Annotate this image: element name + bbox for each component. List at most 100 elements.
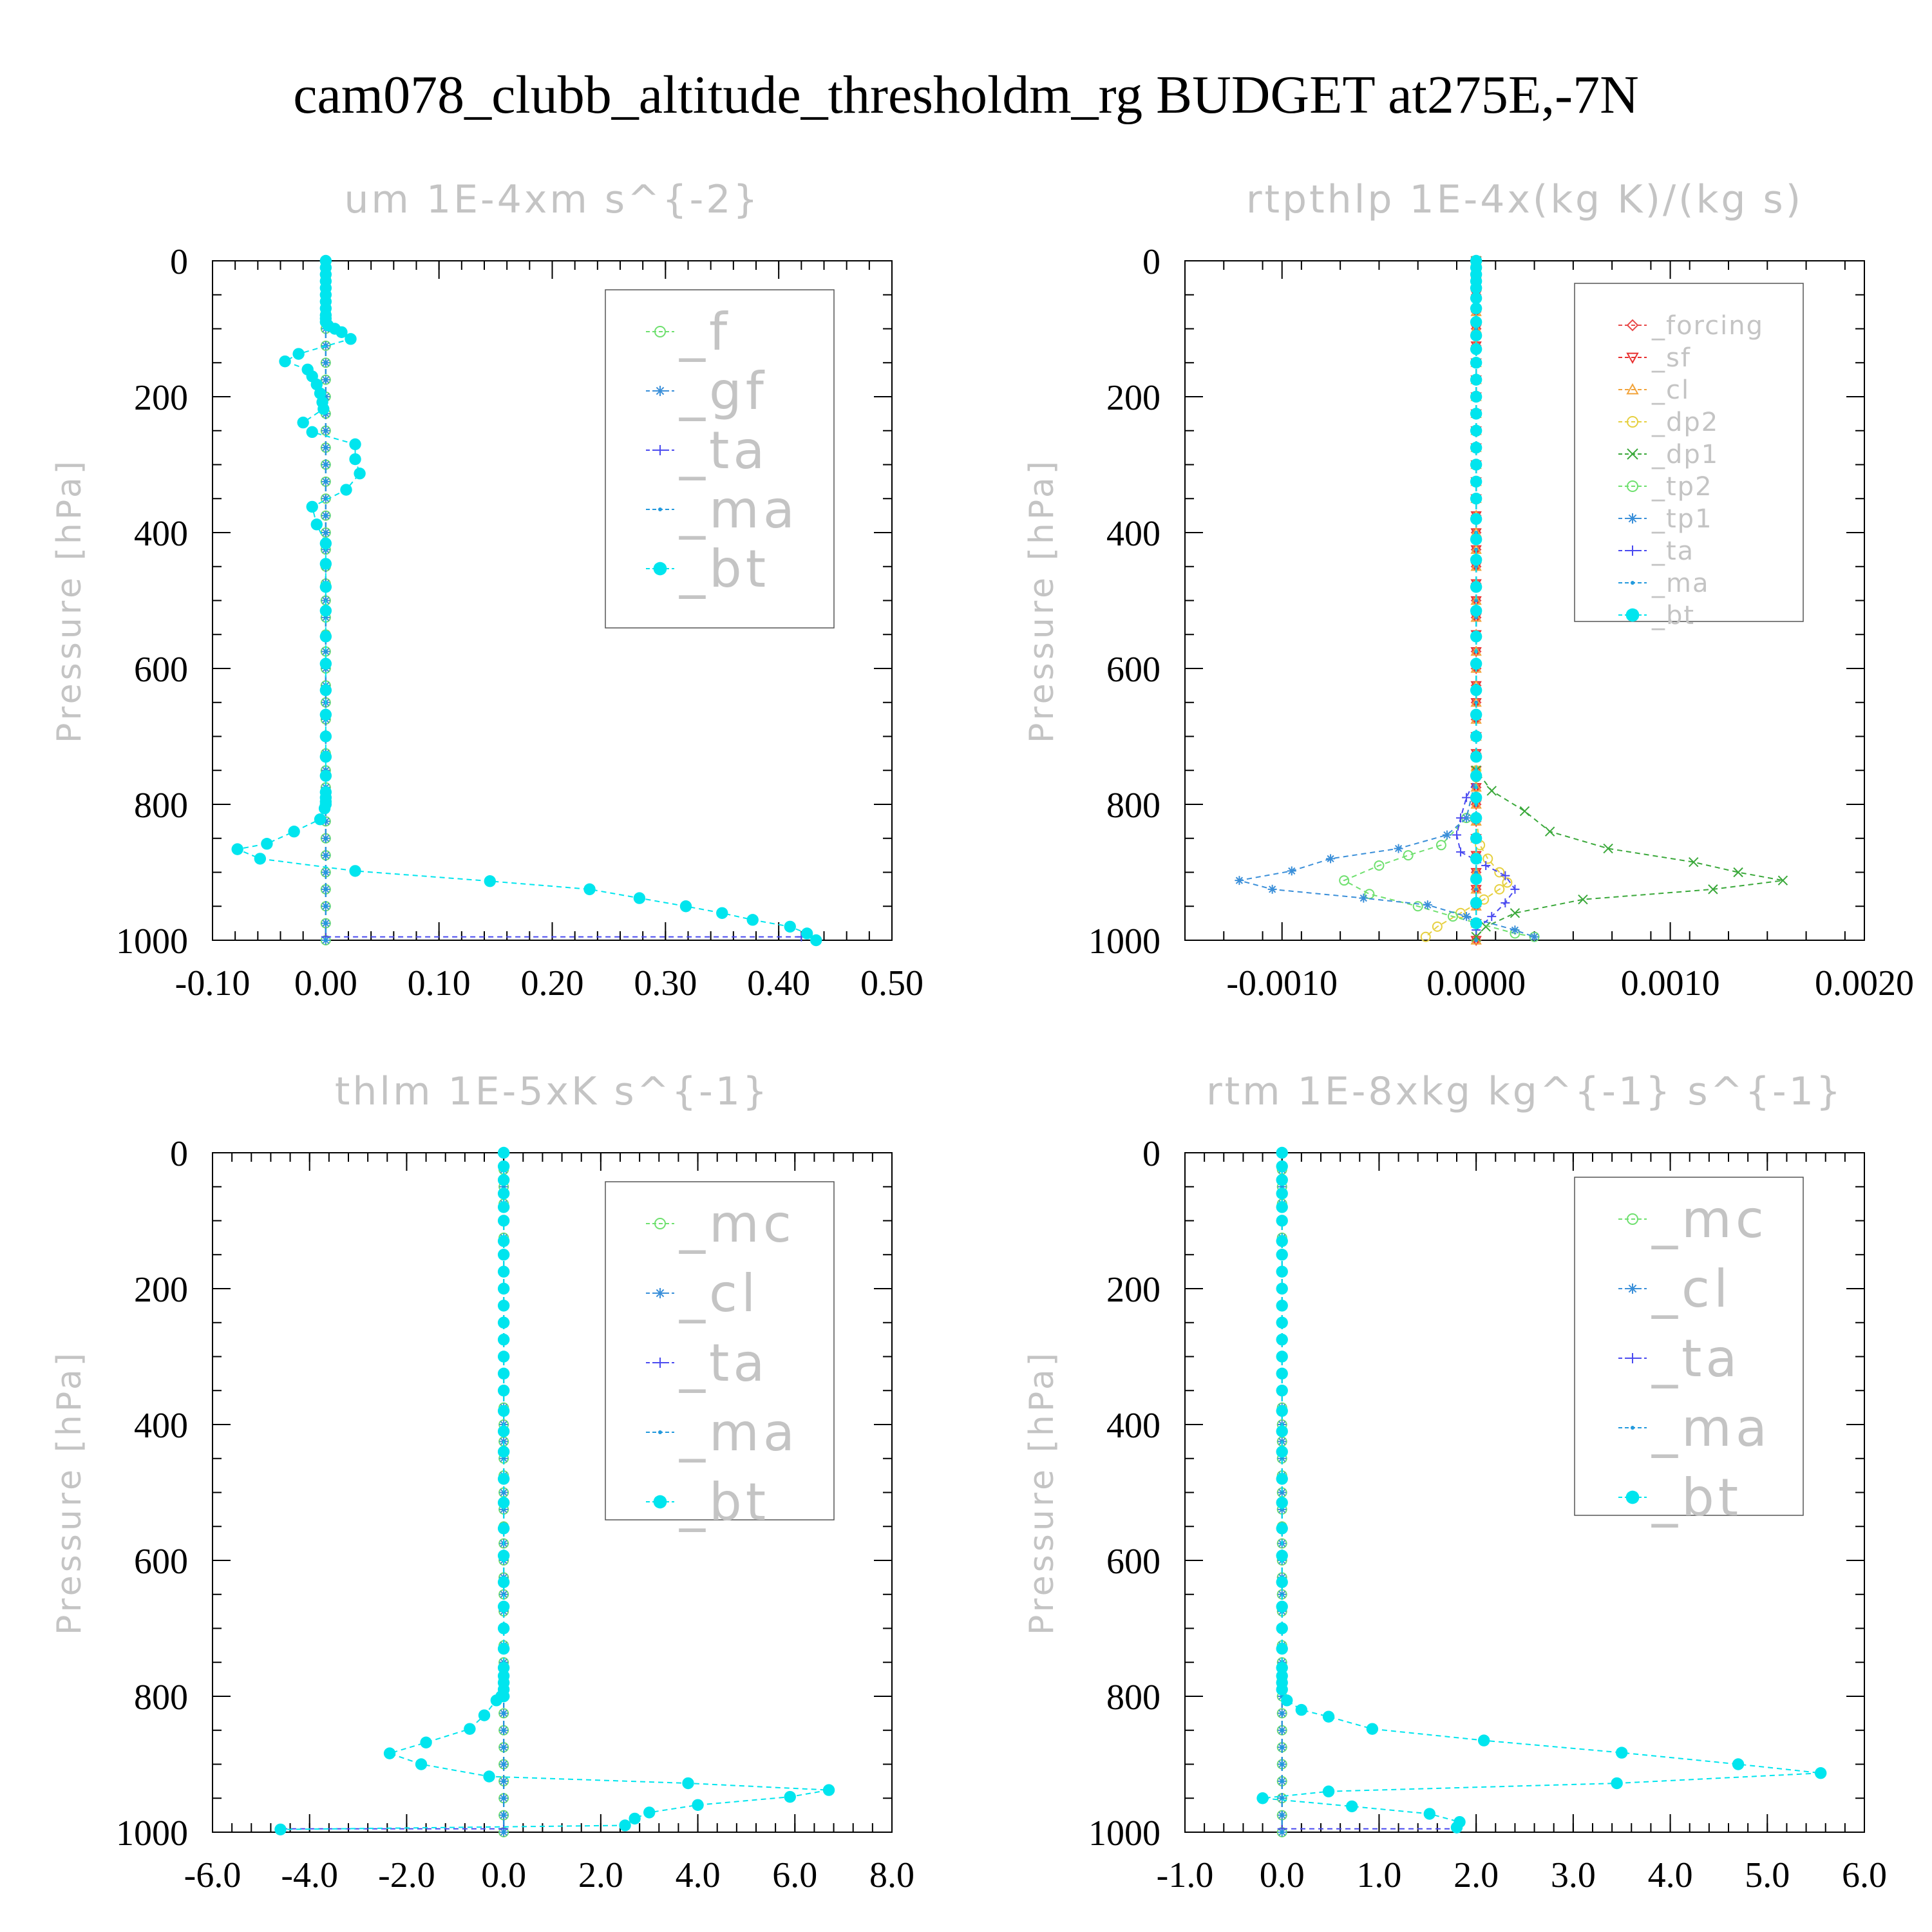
series_bt-point	[497, 1522, 510, 1535]
series_bt-point	[1470, 374, 1482, 386]
series_dp1-point-shape	[1578, 894, 1588, 905]
series_bt-point-shape	[340, 484, 352, 496]
series_bt-point-shape	[1276, 1446, 1288, 1458]
series_dp2-point	[1502, 877, 1513, 888]
x-tick-label: 0.0	[1260, 1855, 1305, 1895]
series_bt-point-shape	[1470, 581, 1482, 593]
series_ma-point	[1474, 938, 1479, 942]
series_bt-point	[1276, 1425, 1288, 1437]
legend-marker-shape	[1626, 383, 1639, 395]
series_dp1-point	[1471, 932, 1481, 942]
series_bt-point	[319, 558, 332, 570]
legend-label: _ma	[679, 480, 799, 540]
series_dp1-point	[1519, 806, 1530, 817]
legend-entry: _bt	[646, 1472, 766, 1532]
series_bt-point	[1470, 493, 1482, 505]
series_bt-point	[1470, 630, 1482, 643]
series_bt-point-shape	[1470, 708, 1482, 721]
series_ta-point	[1501, 871, 1510, 880]
series_ma-point	[323, 361, 328, 365]
series_bt-point	[1276, 1333, 1288, 1346]
series_bt-point	[497, 1405, 510, 1417]
x-tick-label: 6.0	[772, 1855, 817, 1895]
series_bt-point-shape	[1470, 896, 1482, 909]
series_ma-point	[323, 853, 328, 858]
series_dp1-point	[1481, 922, 1491, 932]
legend-box	[1574, 1177, 1804, 1516]
series_bt-point	[497, 1576, 510, 1588]
series_bt-point	[643, 1806, 656, 1819]
series_bt-point-shape	[1276, 1425, 1288, 1437]
series_tp2-point	[1364, 889, 1375, 900]
series_bt-point-shape	[497, 1385, 510, 1397]
series_ma-point-shape	[1280, 1728, 1284, 1732]
x-tick-label: -2.0	[378, 1855, 435, 1895]
series_ta-point	[1501, 898, 1510, 907]
series_ma-point	[1280, 1796, 1284, 1801]
y-tick-label: 400	[134, 514, 188, 554]
series_bt-point	[1276, 1683, 1288, 1696]
x-tick-label: 6.0	[1842, 1855, 1887, 1895]
series_ma-point	[1280, 1592, 1284, 1596]
series_bt-point	[1276, 1350, 1288, 1363]
y-axis-label: Pressure [hPa]	[50, 1350, 89, 1635]
legend-marker	[654, 1218, 666, 1229]
series-group	[274, 1146, 835, 1837]
series_dp2-point	[1420, 931, 1431, 942]
legend-marker-shape	[1631, 581, 1634, 585]
series_ma-point	[323, 938, 328, 942]
series_ta-point-shape	[1501, 871, 1510, 880]
legend-marker	[1627, 545, 1638, 556]
series_bt-point-shape	[319, 770, 332, 782]
series_bt-point-shape	[420, 1736, 432, 1748]
series_ma-point	[1280, 1830, 1284, 1834]
legend-marker	[653, 562, 667, 576]
series_bt-point-shape	[1611, 1777, 1623, 1790]
legend-marker	[1627, 448, 1638, 460]
series_ma-point-shape	[323, 938, 328, 942]
series_bt-point	[1470, 605, 1482, 617]
series_bt-point	[800, 927, 813, 940]
legend-entry: _ma	[1618, 569, 1709, 598]
series_bt-point-shape	[1470, 493, 1482, 505]
series_bt-point-shape	[1470, 791, 1482, 804]
series_bt-point-shape	[497, 1473, 510, 1485]
series_dp1-point-shape	[1481, 922, 1491, 932]
legend-marker	[1625, 1490, 1640, 1504]
series_ta-point	[1487, 912, 1497, 922]
legend-label: _mc	[679, 1194, 795, 1254]
y-tick-label: 1000	[1088, 922, 1160, 961]
series_bt-point	[1616, 1747, 1628, 1759]
series_bt-point-shape	[319, 558, 332, 570]
series_ma-point	[323, 870, 328, 875]
series_ma-point-shape	[323, 428, 328, 433]
series_bt-point	[1470, 791, 1482, 804]
series_ma-point	[323, 462, 328, 467]
legend-label: _ma	[1651, 569, 1709, 598]
series_bt-point	[1276, 1367, 1288, 1380]
series_bt-point	[1281, 1694, 1293, 1707]
series_dp1	[1471, 256, 1788, 942]
series_ma-point-shape	[323, 361, 328, 365]
x-tick-label: 0.30	[634, 963, 697, 1003]
series_bt-point-shape	[306, 426, 318, 439]
series_bt-point-shape	[1470, 424, 1482, 437]
series_bt-point	[497, 1350, 510, 1363]
series_bt-point-shape	[1470, 329, 1482, 342]
series_tp2-point-shape	[1412, 901, 1423, 912]
panel-2: rtpthlp 1E-4x(kg K)/(kg s) Pressure [hPa]…	[1023, 177, 1914, 1003]
series_bt-point-shape	[1295, 1703, 1308, 1716]
series_ma-point	[1280, 1728, 1284, 1732]
series_ma-point-shape	[1280, 1813, 1284, 1817]
series_bt-point	[1276, 1497, 1288, 1509]
legend-box	[605, 289, 835, 629]
series_bt-point-shape	[349, 453, 361, 466]
x-tick-label: 0.50	[860, 963, 923, 1003]
series_bt-point-shape	[314, 813, 327, 826]
series_tp1-point-shape	[1287, 866, 1296, 876]
series_bt-point	[490, 1694, 503, 1707]
series_bt-point-shape	[1470, 390, 1482, 403]
series_tp2-point	[1412, 901, 1423, 912]
series_tp1-point-shape	[1235, 876, 1244, 886]
series_bt-point-shape	[319, 581, 332, 593]
